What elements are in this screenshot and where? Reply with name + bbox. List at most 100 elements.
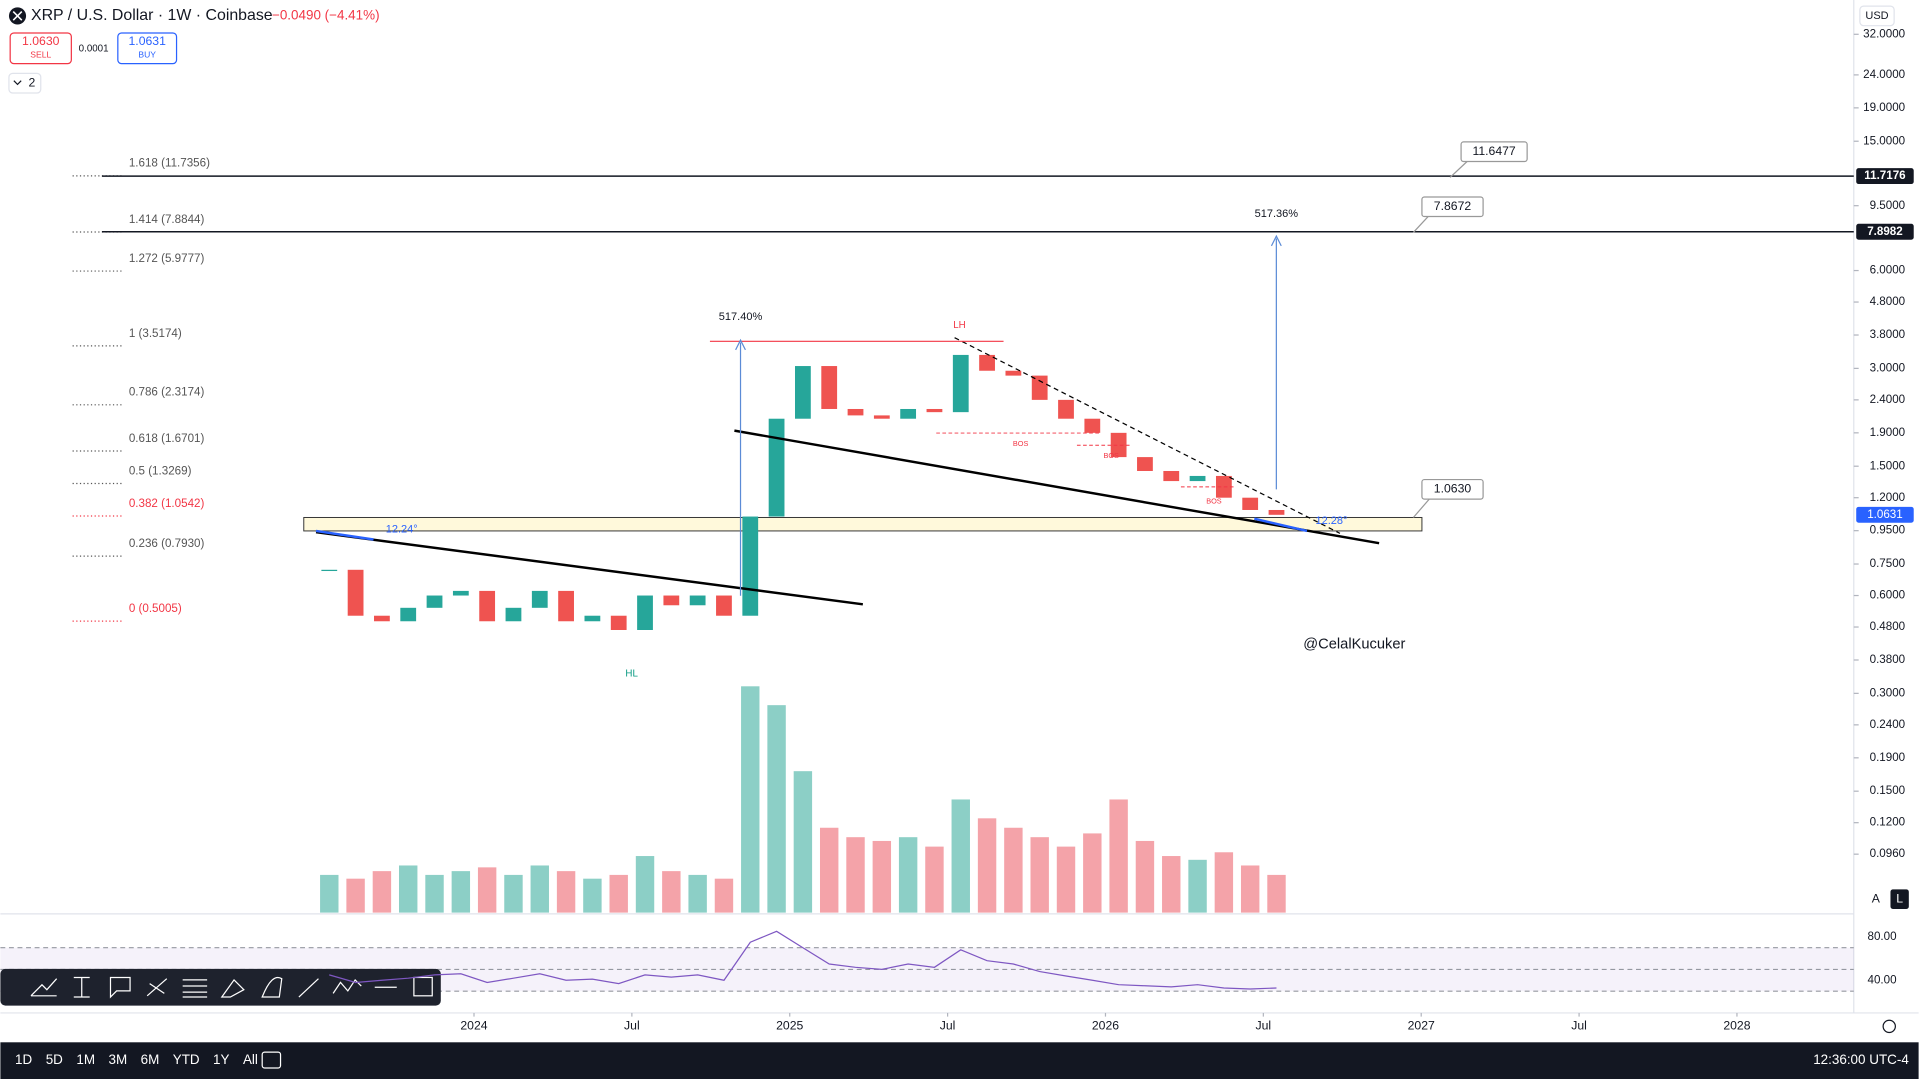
candle [584, 615, 601, 622]
currency-button[interactable] [1859, 5, 1895, 27]
log-scale-button[interactable] [1890, 889, 1909, 909]
angle-line [1254, 517, 1308, 533]
tool-icon[interactable] [146, 978, 168, 997]
indicators-toggle[interactable] [8, 72, 42, 94]
tool-icon[interactable] [298, 978, 319, 998]
tool-icon[interactable] [109, 976, 131, 999]
bos-label: BOS [1013, 439, 1029, 448]
y-tick-label: 3.0000 [1870, 361, 1906, 374]
resistance-line [954, 337, 1341, 534]
auto-scale-button[interactable]: A [1872, 891, 1881, 905]
percent-label: 517.36% [1255, 208, 1299, 220]
log-scale-label: L [1896, 891, 1903, 905]
tool-icon[interactable] [182, 979, 208, 998]
callout-text: 11.6477 [1472, 144, 1515, 158]
y-tick-label: 0.1500 [1870, 784, 1906, 797]
volume-bar [872, 840, 892, 913]
range-button[interactable]: YTD [173, 1052, 200, 1067]
buy-button[interactable] [117, 32, 178, 65]
candle [1137, 457, 1153, 471]
candle [979, 354, 995, 371]
callout-box [1460, 141, 1528, 163]
callout-pointer [1449, 159, 1469, 178]
volume-bar [1135, 840, 1155, 913]
x-tick-label: 2024 [460, 1019, 487, 1033]
symbol-title[interactable]: XRP / U.S. Dollar · 1W · Coinbase [31, 7, 273, 24]
fib-label: 0.786 (2.3174) [129, 386, 205, 399]
symbol-icon-glyph [12, 11, 23, 21]
candles [321, 354, 1285, 630]
candle [610, 615, 627, 630]
candle [1189, 475, 1206, 482]
volume-bar [425, 874, 444, 913]
volume-bar [767, 705, 786, 913]
y-tick-label: 0.7500 [1870, 557, 1906, 570]
candle [821, 366, 838, 409]
buy-price: 1.0631 [129, 34, 167, 48]
candle [558, 590, 574, 622]
candle [452, 590, 469, 596]
volume-bar [399, 865, 418, 913]
range-button[interactable]: All [243, 1052, 258, 1067]
y-tick-label: 0.1900 [1870, 751, 1906, 764]
angle-line [315, 529, 374, 541]
range-button[interactable]: 5D [46, 1052, 63, 1067]
range-button[interactable]: 1M [76, 1052, 95, 1067]
fib-label: 0 (0.5005) [129, 602, 182, 615]
tool-icon[interactable] [30, 978, 58, 997]
sell-price: 1.0630 [22, 34, 60, 48]
y-tick-label: 0.1200 [1870, 816, 1906, 829]
volume-bar [1240, 865, 1260, 913]
candle [347, 569, 364, 616]
chevron [13, 80, 22, 86]
volume-bar [451, 871, 471, 913]
tool-icon[interactable] [73, 976, 90, 998]
volume-bar [583, 878, 602, 913]
price-tag-label: 11.7176 [1864, 169, 1906, 182]
candle [426, 595, 443, 608]
angle-label: 12.24° [386, 524, 418, 536]
range-button[interactable]: 1D [15, 1052, 32, 1067]
candle [794, 366, 811, 419]
y-tick-label: 4.8000 [1870, 295, 1906, 308]
callout-text: 7.8672 [1434, 199, 1472, 213]
clock: 12:36:00 UTC-4 [1813, 1052, 1909, 1067]
range-button[interactable]: 6M [141, 1052, 160, 1067]
candle [900, 408, 917, 419]
candle [1268, 509, 1285, 515]
tool-icon[interactable] [261, 976, 283, 998]
y-tick-label: 15.0000 [1863, 134, 1905, 147]
volume-bar [898, 837, 918, 913]
y-tick-label: 24.0000 [1863, 68, 1905, 81]
tool-icon[interactable] [220, 978, 245, 998]
candle [926, 408, 943, 413]
lh-label: LH [953, 320, 965, 331]
candle [1031, 375, 1048, 400]
candle [689, 595, 706, 606]
y-tick-label: 6.0000 [1870, 264, 1906, 277]
settings-icon[interactable] [1882, 1019, 1896, 1034]
callout-pointer [1412, 214, 1430, 233]
fib-label: 1 (3.5174) [129, 327, 182, 340]
x-tick-label: Jul [624, 1019, 640, 1033]
volume-bar [320, 874, 339, 913]
x-tick-label: 2028 [1723, 1019, 1750, 1033]
callout-pointer [1412, 498, 1430, 518]
callout-box [1421, 196, 1484, 218]
volume-bar [846, 837, 865, 913]
fib-label: 0.5 (1.3269) [129, 464, 192, 477]
y-tick-label: 0.4800 [1870, 620, 1906, 633]
candle [952, 354, 969, 413]
candle [505, 607, 522, 622]
date-range-icon[interactable] [261, 1051, 282, 1069]
callout-text: 1.0630 [1434, 482, 1472, 496]
tool-icon[interactable] [413, 976, 433, 997]
arrow-head [1270, 234, 1282, 247]
range-button[interactable]: 1Y [213, 1052, 229, 1067]
range-button[interactable]: 3M [108, 1052, 127, 1067]
sell-button[interactable] [9, 32, 72, 65]
volume-bar [925, 846, 944, 913]
volume-bar [793, 771, 813, 913]
indicators-count: 2 [29, 75, 36, 89]
